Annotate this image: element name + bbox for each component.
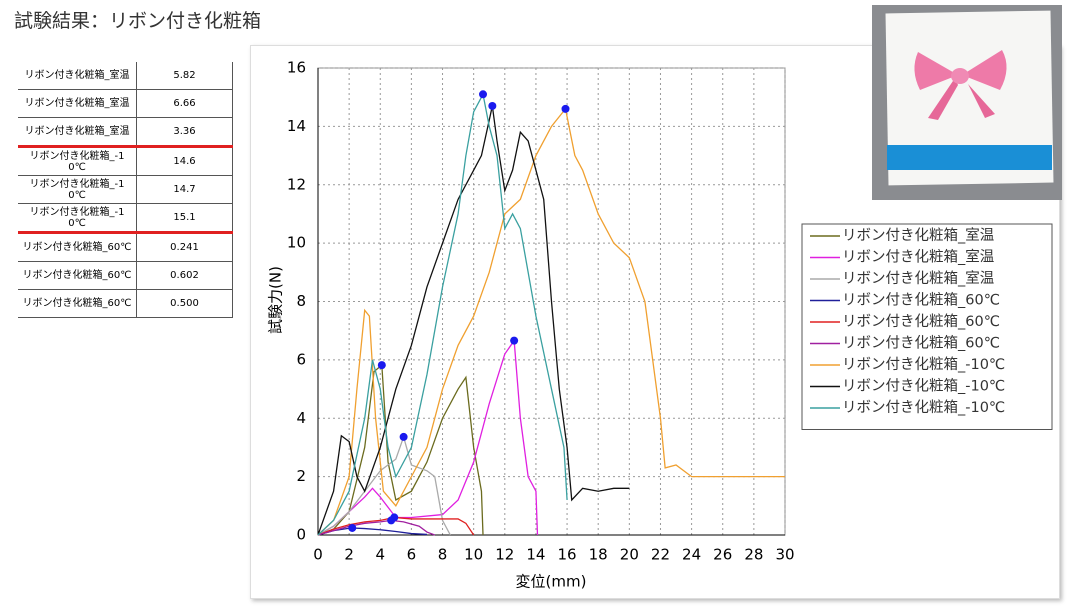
x-tick-label: 18 <box>589 546 608 564</box>
x-tick-label: 26 <box>713 546 732 564</box>
sample-name: リボン付き化粧箱_-10℃ <box>18 146 137 176</box>
photo <box>872 5 1062 200</box>
legend-label: リボン付き化粧箱_60℃ <box>842 313 1000 330</box>
series-line <box>317 434 451 536</box>
y-tick-label: 12 <box>287 175 306 193</box>
x-tick-label: 10 <box>464 546 483 564</box>
legend-label: リボン付き化粧箱_室温 <box>842 249 994 266</box>
max-force: 0.500 <box>136 289 233 318</box>
peak-marker <box>399 432 408 441</box>
series-line <box>317 338 539 536</box>
series-line <box>317 105 630 536</box>
x-tick-label: 0 <box>313 546 323 564</box>
legend-label: リボン付き化粧箱_-10℃ <box>842 378 1005 395</box>
table-row: リボン付き化粧箱_室温 6.66 <box>18 89 233 118</box>
sample-name: リボン付き化粧箱_室温 <box>18 89 137 118</box>
y-tick-label: 0 <box>296 526 306 544</box>
series-line <box>317 519 435 536</box>
table-row: リボン付き化粧箱_60℃ 0.602 <box>18 261 233 290</box>
x-tick-label: 6 <box>407 546 417 564</box>
max-force: 5.82 <box>136 62 233 90</box>
legend-label: リボン付き化粧箱_-10℃ <box>842 356 1005 373</box>
table-row: リボン付き化粧箱_-10℃ 15.1 <box>18 203 233 234</box>
y-tick-label: 6 <box>296 350 306 368</box>
peak-marker <box>510 336 519 345</box>
series-line <box>317 92 568 536</box>
series-line <box>317 363 484 536</box>
sample-name: リボン付き化粧箱_-10℃ <box>18 203 137 234</box>
sample-name: リボン付き化粧箱_60℃ <box>18 261 137 290</box>
table-row: リボン付き化粧箱_60℃ 0.241 <box>18 232 233 262</box>
sample-name: リボン付き化粧箱_-10℃ <box>18 175 137 204</box>
y-tick-label: 8 <box>296 292 306 310</box>
peak-marker <box>479 90 488 99</box>
x-tick-label: 8 <box>438 546 448 564</box>
peak-marker <box>561 104 570 113</box>
y-tick-label: 10 <box>287 234 306 252</box>
table-row: リボン付き化粧箱_60℃ 0.500 <box>18 289 233 318</box>
table-row: リボン付き化粧箱_室温 5.82 <box>18 62 233 90</box>
legend-label: リボン付き化粧箱_室温 <box>842 270 994 287</box>
x-tick-label: 22 <box>651 546 670 564</box>
legend-label: リボン付き化粧箱_60℃ <box>842 335 1000 352</box>
title: 試験結果：リボン付き化粧箱 <box>14 10 262 32</box>
result-table: リボン付き化粧箱_室温 5.82 リボン付き化粧箱_室温 6.66 リボン付き化粧箱_室… <box>18 62 233 318</box>
series-line <box>317 107 785 536</box>
x-tick-label: 12 <box>495 546 514 564</box>
y-tick-label: 2 <box>296 467 306 485</box>
peak-marker <box>488 101 497 110</box>
sample-name: リボン付き化粧箱_室温 <box>18 117 137 148</box>
legend-label: リボン付き化粧箱_60℃ <box>842 292 1000 309</box>
max-force: 15.1 <box>136 203 233 234</box>
x-tick-label: 4 <box>375 546 385 564</box>
table-row: リボン付き化粧箱_-10℃ 14.7 <box>18 175 233 204</box>
peak-marker <box>387 516 396 525</box>
max-force: 0.602 <box>136 261 233 290</box>
x-tick-label: 14 <box>526 546 545 564</box>
max-force: 14.7 <box>136 175 233 204</box>
table-row: リボン付き化粧箱_室温 3.36 <box>18 117 233 148</box>
y-axis-label: 試験力(N) <box>267 266 285 334</box>
sample-name: リボン付き化粧箱_60℃ <box>18 232 137 262</box>
max-force: 14.6 <box>136 146 233 176</box>
x-tick-label: 24 <box>682 546 701 564</box>
series-line <box>317 527 428 536</box>
chart-frame <box>250 45 1060 599</box>
legend-box <box>801 223 1053 430</box>
max-force: 0.241 <box>136 232 233 262</box>
max-force: 6.66 <box>136 89 233 118</box>
legend-label: リボン付き化粧箱_室温 <box>842 227 994 244</box>
sample-name: リボン付き化粧箱_60℃ <box>18 289 137 318</box>
peak-marker <box>348 523 357 532</box>
x-tick-label: 30 <box>775 546 794 564</box>
peak-marker <box>377 361 386 370</box>
x-tick-label: 20 <box>620 546 639 564</box>
x-tick-label: 2 <box>344 546 354 564</box>
x-axis-label: 変位(mm) <box>516 573 587 591</box>
table-row: リボン付き化粧箱_-10℃ 14.6 <box>18 146 233 176</box>
max-force: 3.36 <box>136 117 233 148</box>
x-tick-label: 16 <box>558 546 577 564</box>
y-tick-label: 16 <box>287 59 306 77</box>
y-tick-label: 14 <box>287 117 306 135</box>
legend-label: リボン付き化粧箱_-10℃ <box>842 399 1005 416</box>
y-tick-label: 4 <box>296 409 306 427</box>
x-tick-label: 28 <box>744 546 763 564</box>
sample-name: リボン付き化粧箱_室温 <box>18 62 137 90</box>
